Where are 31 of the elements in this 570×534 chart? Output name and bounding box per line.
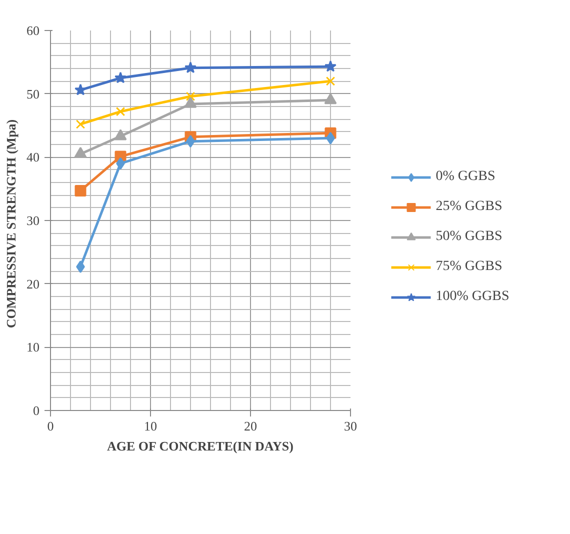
- x-tick-label: 30: [344, 418, 357, 434]
- point: [184, 96, 197, 108]
- point: [186, 92, 196, 102]
- point: [326, 76, 336, 86]
- point: [76, 120, 86, 129]
- point: [74, 184, 86, 196]
- y-tick-label: 60: [26, 23, 40, 38]
- point: [116, 106, 126, 116]
- legend-label: 0% GGBS: [436, 169, 496, 185]
- point: [114, 129, 127, 140]
- legend-label: 50% GGBS: [436, 229, 502, 245]
- x-tick-label: 20: [244, 418, 257, 434]
- y-tick-label: 40: [26, 150, 40, 165]
- legend-label: 75% GGBS: [436, 259, 502, 275]
- legend-label: 100% GGBS: [436, 289, 510, 305]
- x-tick-label: 10: [144, 418, 157, 434]
- point: [184, 62, 196, 74]
- point: [74, 84, 86, 96]
- y-tick-label: 10: [26, 340, 40, 355]
- y-axis-title: COMPRESSIVE STRENGTH (Mpa): [4, 119, 18, 328]
- x-axis-title: AGE OF CONCRETE(IN DAYS): [107, 438, 294, 454]
- y-tick-label: 20: [26, 276, 40, 292]
- y-tick-label: 30: [26, 213, 40, 228]
- point: [324, 60, 336, 72]
- point: [114, 72, 126, 84]
- y-tick-label: 50: [26, 86, 40, 102]
- point: [324, 93, 337, 104]
- legend-label: 25% GGBS: [436, 199, 502, 215]
- y-tick-label: 0: [33, 403, 40, 418]
- point: [74, 146, 87, 158]
- x-tick-label: 0: [47, 418, 54, 434]
